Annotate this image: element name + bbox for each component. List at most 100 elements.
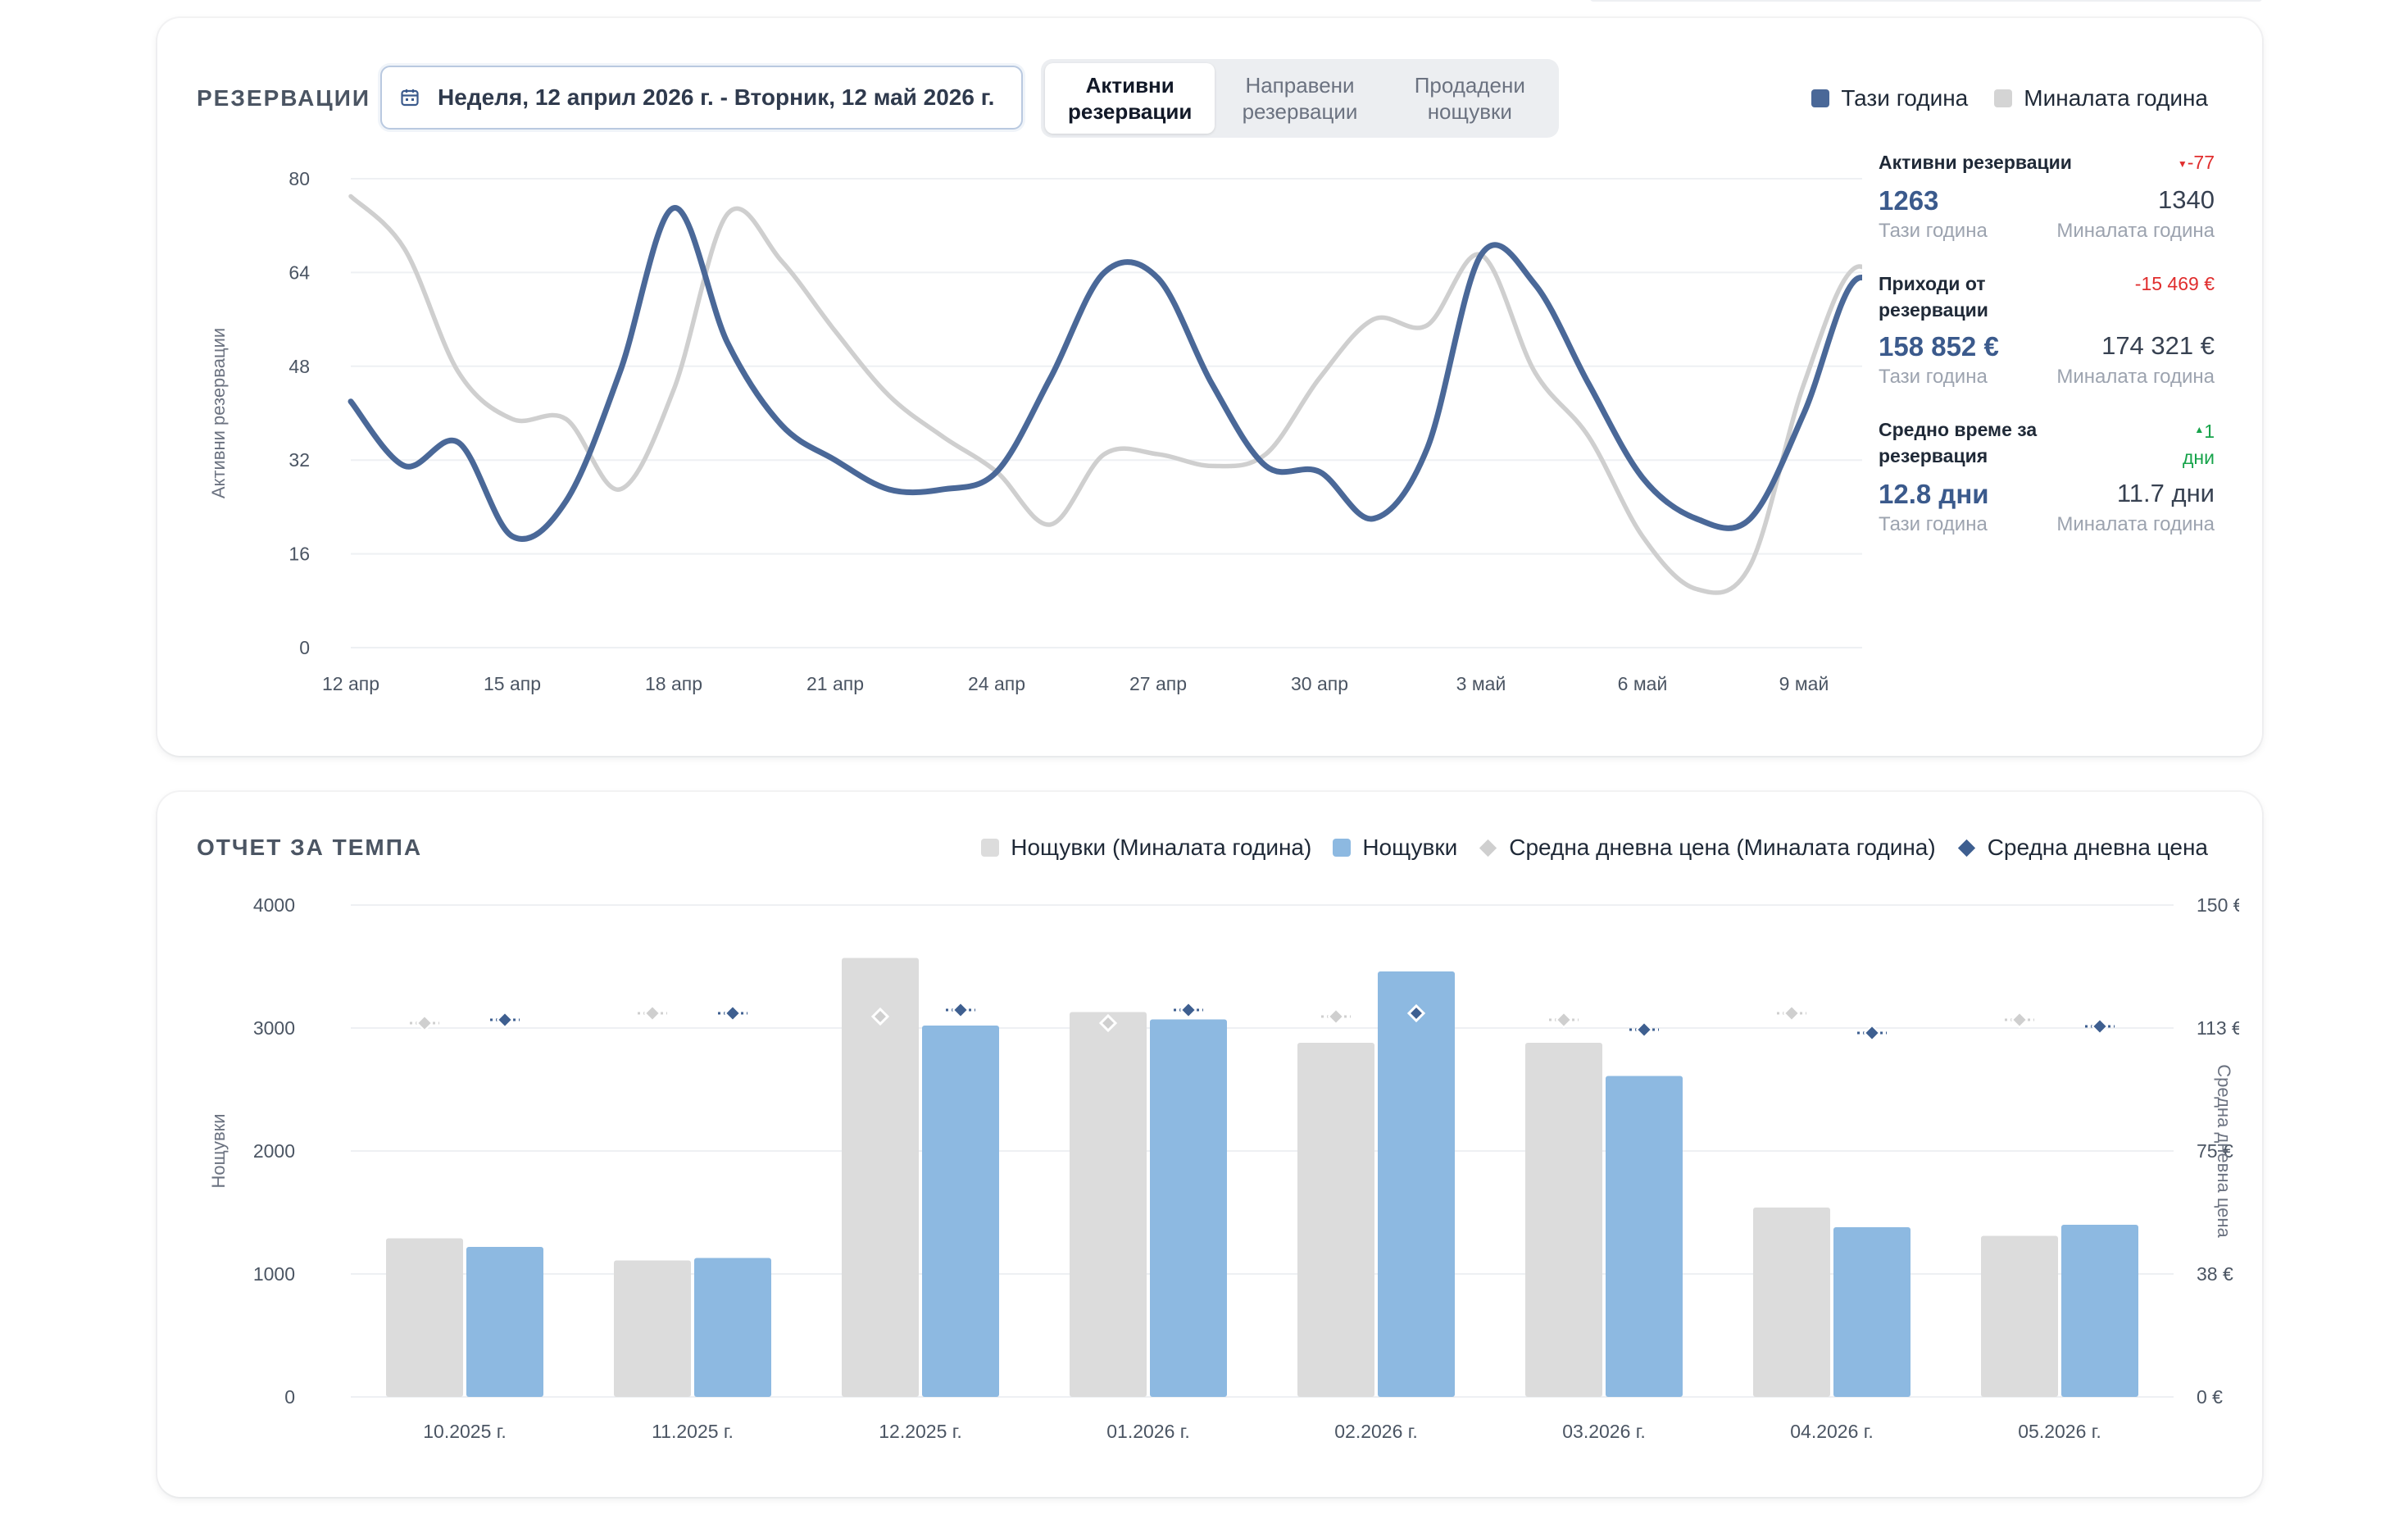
reservations-line-chart: 0 16 32 48 64 80 12 апр 15 апр 18 апр 21 апр 24 ап… xyxy=(208,168,1862,694)
bar-nights xyxy=(694,1258,771,1397)
bar-nights-last-year xyxy=(1753,1208,1830,1397)
bar-nights-last-year xyxy=(386,1238,463,1397)
x-tick-label: 02.2026 г. xyxy=(1334,1421,1418,1442)
marker-adr xyxy=(1406,1003,1426,1023)
marker-adr-last-year xyxy=(643,1004,661,1022)
reservations-card: РЕЗЕРВАЦИИ Неделя, 12 април 2026 г. - Вт… xyxy=(157,18,2262,756)
stats-panel: Активни резервации ▼-77 1263 1340 Тази г… xyxy=(1879,149,2215,564)
bar-nights-last-year xyxy=(1297,1043,1374,1397)
bar-nights-last-year xyxy=(614,1260,691,1397)
x-tick-label: 27 апр xyxy=(1129,673,1187,694)
series-line-this-year xyxy=(348,205,1862,542)
legend-nights[interactable]: Нощувки xyxy=(1333,835,1457,861)
marker-adr-last-year xyxy=(416,1014,434,1032)
metric-tabs: Активни резервации Направени резервации … xyxy=(1041,59,1559,138)
bar-nights xyxy=(2061,1225,2138,1397)
reservations-legend: Тази година Миналата година xyxy=(1811,85,2208,111)
stat-current-value: 1263 xyxy=(1879,185,1939,216)
pace-title: ОТЧЕТ ЗА ТЕМПА xyxy=(197,835,423,860)
stat-current-value: 158 852 € xyxy=(1879,331,1999,362)
pace-legend: Нощувки (Миналата година) Нощувки Средна… xyxy=(981,835,2208,861)
bar-nights xyxy=(1378,971,1455,1397)
y-tick-label: 48 xyxy=(289,356,310,377)
previous-card-edge xyxy=(1590,0,2262,2)
legend-label-nights-last: Нощувки (Миналата година) xyxy=(1011,835,1312,860)
stat-delta: ▲1 дни xyxy=(2183,421,2215,468)
y-tick-label: 32 xyxy=(289,449,310,471)
series-line-last-year xyxy=(348,193,1862,595)
marker-adr xyxy=(2091,1017,2109,1035)
pace-report-card: ОТЧЕТ ЗА ТЕМПА Нощувки (Миналата година)… xyxy=(157,792,2262,1497)
legend-adr-last-year[interactable]: Средна дневна цена (Миналата година) xyxy=(1479,835,1936,861)
stat-current-label: Тази година xyxy=(1879,220,1988,242)
bar-nights xyxy=(466,1247,543,1397)
legend-label-adr: Средна дневна цена xyxy=(1987,835,2208,860)
legend-label-this-year: Тази година xyxy=(1841,85,1969,111)
x-tick-label: 3 май xyxy=(1456,673,1506,694)
stat-current-label: Тази година xyxy=(1879,513,1988,535)
diamond-icon xyxy=(1479,839,1497,857)
legend-this-year[interactable]: Тази година xyxy=(1811,85,1968,111)
x-tick-label: 12 апр xyxy=(322,673,379,694)
x-tick-label: 04.2026 г. xyxy=(1790,1421,1874,1442)
tab-made-reservations[interactable]: Направени резервации xyxy=(1242,73,1358,124)
tab-active-reservations[interactable]: Активни резервации xyxy=(1045,63,1215,134)
marker-adr xyxy=(724,1004,742,1022)
legend-swatch-this-year xyxy=(1811,89,1830,107)
legend-last-year[interactable]: Миналата година xyxy=(1994,85,2208,111)
marker-adr xyxy=(1179,1001,1197,1019)
triangle-down-icon: ▼ xyxy=(2177,158,2188,170)
stat-previous-value: 174 321 € xyxy=(2101,331,2215,360)
marker-adr-last-year xyxy=(1098,1013,1118,1033)
y-tick-label: 2000 xyxy=(253,1140,295,1162)
x-tick-label: 21 апр xyxy=(806,673,864,694)
tab-sold-nights[interactable]: Продадени нощувки xyxy=(1414,73,1525,124)
marker-adr-last-year xyxy=(1783,1004,1801,1022)
legend-swatch-last-year xyxy=(1994,89,2013,107)
stat-previous-value: 11.7 дни xyxy=(2116,479,2215,507)
y2-tick-label: 0 € xyxy=(2197,1386,2223,1408)
legend-label-adr-last: Средна дневна цена (Миналата година) xyxy=(1509,835,1936,860)
bar-nights-last-year xyxy=(1525,1043,1602,1397)
date-range-text: Неделя, 12 април 2026 г. - Вторник, 12 м… xyxy=(438,84,995,110)
x-tick-label: 01.2026 г. xyxy=(1106,1421,1190,1442)
y-tick-label: 4000 xyxy=(253,894,295,916)
stat-label: Активни резервации xyxy=(1879,152,2072,173)
stat-label: Средно време за резервация xyxy=(1879,419,2038,466)
x-tick-label: 03.2026 г. xyxy=(1562,1421,1646,1442)
y-tick-label: 1000 xyxy=(253,1263,295,1285)
marker-adr-last-year xyxy=(870,1007,890,1026)
legend-adr[interactable]: Средна дневна цена xyxy=(1957,835,2208,861)
y-tick-label: 3000 xyxy=(253,1017,295,1039)
stat-active-reservations: Активни резервации ▼-77 1263 1340 Тази г… xyxy=(1879,149,2215,243)
y2-tick-label: 75 € xyxy=(2197,1140,2233,1162)
legend-label-last-year: Миналата година xyxy=(2024,85,2208,111)
bar-nights-last-year xyxy=(1070,1012,1147,1397)
stat-revenue: Приходи от резервации -15 469 € 158 852 … xyxy=(1879,271,2215,389)
marker-adr xyxy=(952,1001,970,1019)
bar-nights-last-year xyxy=(1981,1235,2058,1397)
stat-current-label: Тази година xyxy=(1879,366,1988,388)
marker-adr xyxy=(1635,1021,1653,1039)
date-range-picker[interactable]: Неделя, 12 април 2026 г. - Вторник, 12 м… xyxy=(380,66,1023,130)
pace-bar-chart: 0 1000 2000 3000 4000 0 € 38 € 75 € 113 € 150 € Но… xyxy=(208,894,2239,1442)
x-tick-label: 18 апр xyxy=(645,673,702,694)
y2-tick-label: 38 € xyxy=(2197,1263,2233,1285)
y-tick-label: 0 xyxy=(284,1386,295,1408)
stat-previous-label: Миналата година xyxy=(2056,513,2215,535)
legend-nights-last-year[interactable]: Нощувки (Миналата година) xyxy=(981,835,1311,861)
stat-previous-value: 1340 xyxy=(2158,185,2215,214)
stat-avg-lead-time: Средно време за резервация ▲1 дни 12.8 д… xyxy=(1879,416,2215,536)
diamond-icon xyxy=(1957,839,1975,857)
stat-current-value: 12.8 дни xyxy=(1879,479,1989,509)
y-tick-label: 80 xyxy=(289,168,310,189)
y2-tick-label: 113 € xyxy=(2197,1017,2239,1039)
legend-label-nights: Нощувки xyxy=(1362,835,1458,860)
marker-adr-last-year xyxy=(1555,1011,1573,1029)
legend-swatch-nights-last xyxy=(981,839,1000,857)
stat-delta: ▼-77 xyxy=(2177,152,2215,173)
x-tick-label: 30 апр xyxy=(1291,673,1348,694)
marker-adr-last-year xyxy=(1327,1008,1345,1026)
triangle-up-icon: ▲ xyxy=(2194,424,2205,435)
bar-nights xyxy=(1606,1076,1683,1397)
